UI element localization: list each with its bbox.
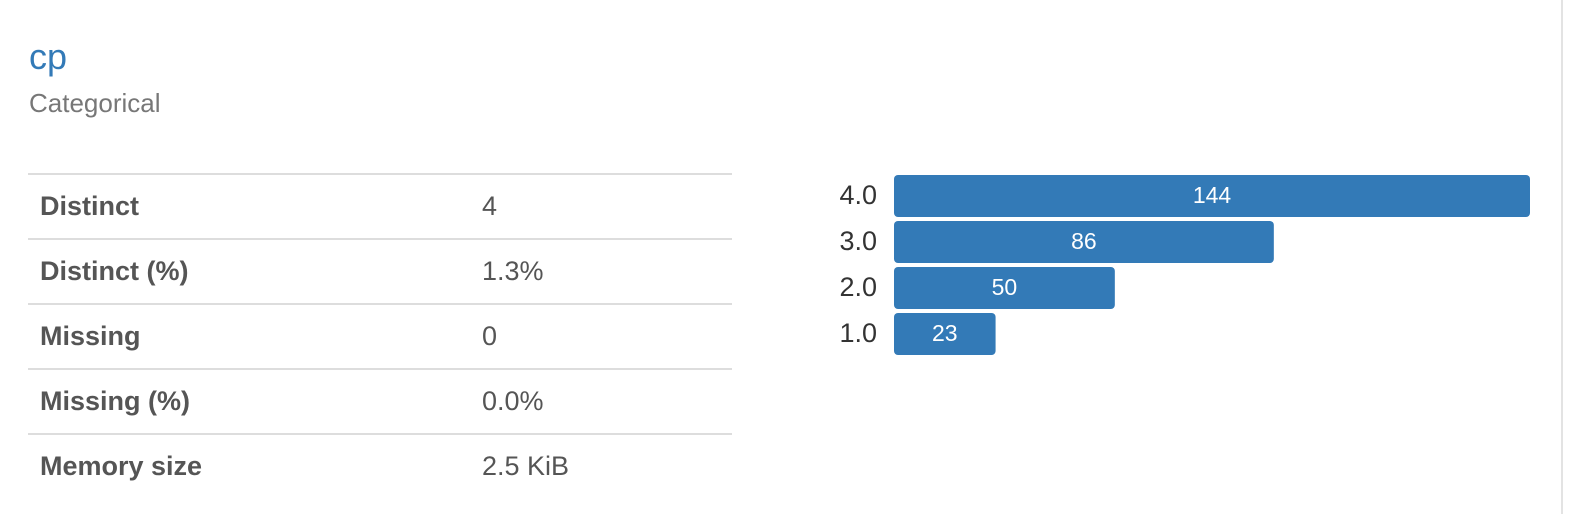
stats-table: Distinct 4 Distinct (%) 1.3% Missing 0 Missing…	[28, 173, 732, 498]
bar-label: 23	[932, 320, 958, 346]
category-label: 4.0	[839, 180, 877, 210]
bar	[894, 267, 1115, 309]
panel-border	[1561, 0, 1563, 514]
category-label: 2.0	[839, 272, 877, 302]
bar-label: 144	[1193, 182, 1232, 208]
variable-name: cp	[29, 36, 68, 77]
stat-label: Missing (%)	[28, 368, 470, 434]
stat-label: Distinct	[28, 173, 470, 239]
stats-row: Distinct 4	[28, 173, 732, 239]
stat-value: 2.5 KiB	[470, 433, 732, 498]
stats-row: Missing 0	[28, 303, 732, 369]
stat-value: 0	[470, 303, 732, 369]
bar	[894, 221, 1274, 263]
bar-label: 50	[992, 274, 1018, 300]
frequency-chart: 4.0 144 3.0 86 2.0 50 1.0 23	[839, 175, 1530, 355]
category-label: 3.0	[839, 226, 877, 256]
stats-row: Distinct (%) 1.3%	[28, 238, 732, 304]
stat-label: Memory size	[28, 433, 470, 498]
stat-label: Distinct (%)	[28, 238, 470, 304]
bar	[894, 175, 1530, 217]
stat-value: 1.3%	[470, 238, 732, 304]
bar-label: 86	[1071, 228, 1097, 254]
stats-row: Missing (%) 0.0%	[28, 368, 732, 434]
stats-row: Memory size 2.5 KiB	[28, 433, 732, 498]
stat-value: 4	[470, 173, 732, 239]
bar	[894, 313, 996, 355]
variable-type: Categorical	[29, 88, 161, 118]
stat-label: Missing	[28, 303, 470, 369]
stat-value: 0.0%	[470, 368, 732, 434]
category-label: 1.0	[839, 318, 877, 348]
